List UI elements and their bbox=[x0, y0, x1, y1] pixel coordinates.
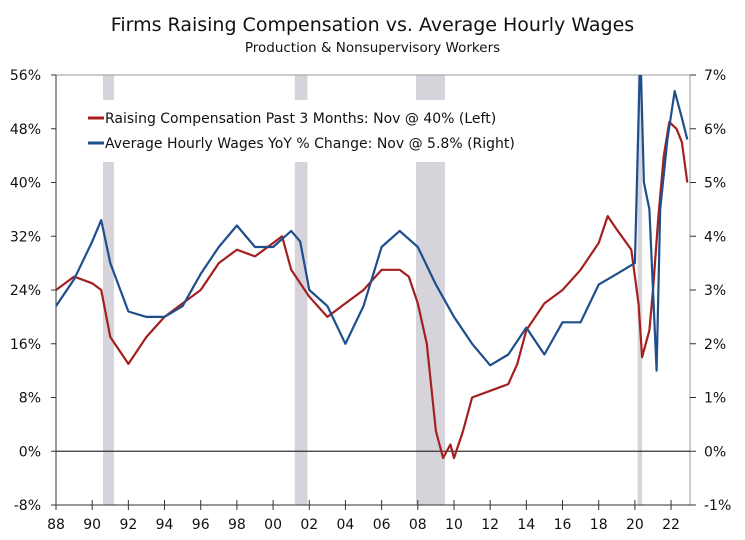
right-tick-label: 5% bbox=[704, 176, 726, 192]
right-tick-label: 2% bbox=[704, 337, 726, 353]
x-tick-label: 98 bbox=[228, 517, 246, 533]
right-tick-label: 3% bbox=[704, 283, 726, 299]
x-tick-label: 96 bbox=[192, 517, 210, 533]
x-tick-label: 88 bbox=[47, 517, 65, 533]
x-tick-label: 02 bbox=[300, 517, 318, 533]
x-tick-label: 20 bbox=[626, 517, 644, 533]
left-tick-label: -8% bbox=[14, 498, 41, 514]
left-tick-label: 24% bbox=[10, 283, 41, 299]
series-line-wages bbox=[56, 75, 689, 372]
x-tick-label: 22 bbox=[662, 517, 680, 533]
chart-subtitle: Production & Nonsupervisory Workers bbox=[244, 40, 501, 56]
legend-label: Raising Compensation Past 3 Months: Nov … bbox=[105, 111, 496, 127]
x-tick-label: 14 bbox=[517, 517, 535, 533]
recession-band bbox=[103, 75, 114, 505]
x-tick-label: 90 bbox=[83, 517, 101, 533]
left-tick-label: 48% bbox=[10, 122, 41, 138]
legend-box bbox=[74, 100, 620, 162]
left-tick-label: 0% bbox=[19, 444, 41, 460]
x-tick-label: 12 bbox=[481, 517, 499, 533]
right-tick-label: 0% bbox=[704, 444, 726, 460]
right-tick-label: -1% bbox=[704, 498, 731, 514]
legend-label: Average Hourly Wages YoY % Change: Nov @… bbox=[105, 136, 515, 152]
right-tick-label: 7% bbox=[704, 68, 726, 84]
right-tick-label: 1% bbox=[704, 391, 726, 407]
x-tick-label: 16 bbox=[554, 517, 572, 533]
x-tick-label: 18 bbox=[590, 517, 608, 533]
recession-band bbox=[637, 75, 643, 505]
left-tick-label: 8% bbox=[19, 391, 41, 407]
x-tick-label: 94 bbox=[156, 517, 174, 533]
series-line-compensation bbox=[56, 120, 689, 460]
right-tick-label: 6% bbox=[704, 122, 726, 138]
left-tick-label: 40% bbox=[10, 176, 41, 192]
x-tick-label: 06 bbox=[373, 517, 391, 533]
chart-title: Firms Raising Compensation vs. Average H… bbox=[110, 14, 635, 36]
x-tick-label: 04 bbox=[337, 517, 355, 533]
right-tick-label: 4% bbox=[704, 229, 726, 245]
x-tick-label: 00 bbox=[264, 517, 282, 533]
left-tick-label: 16% bbox=[10, 337, 41, 353]
recession-band bbox=[294, 75, 308, 505]
x-tick-label: 10 bbox=[445, 517, 463, 533]
x-tick-label: 08 bbox=[409, 517, 427, 533]
left-tick-label: 56% bbox=[10, 68, 41, 84]
left-tick-label: 32% bbox=[10, 229, 41, 245]
x-tick-label: 92 bbox=[119, 517, 137, 533]
